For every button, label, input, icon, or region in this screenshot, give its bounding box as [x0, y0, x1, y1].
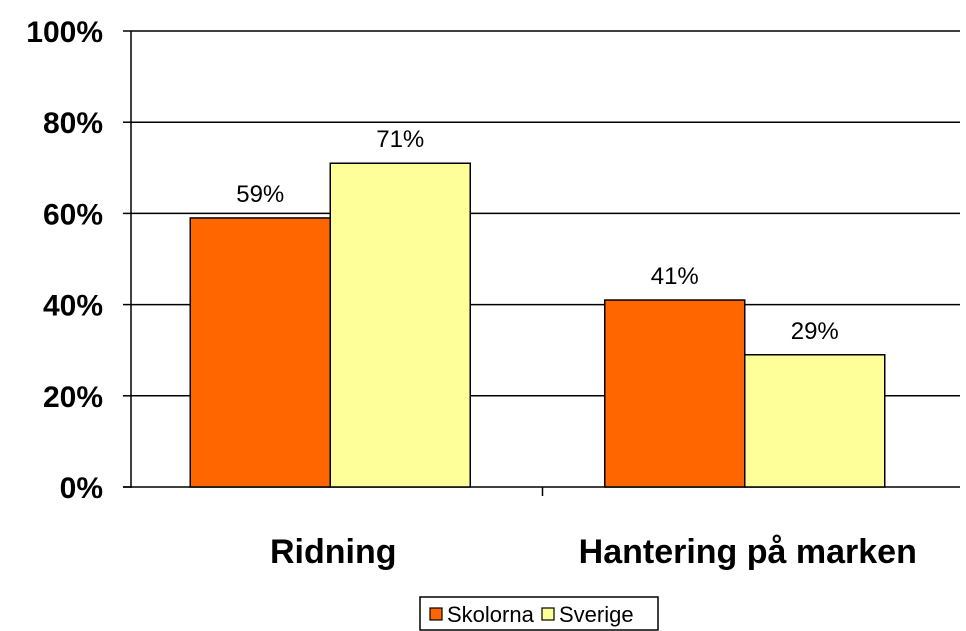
data-label: 29%: [791, 318, 839, 345]
legend-swatch: [541, 607, 555, 621]
y-tick-label: 100%: [26, 16, 103, 49]
legend: Skolorna Sverige: [419, 596, 659, 631]
y-tick-label: 60%: [43, 198, 103, 231]
bar-sverige: [329, 162, 471, 488]
bar-skolorna: [189, 217, 331, 488]
data-label: 41%: [651, 263, 699, 290]
data-label: 71%: [376, 126, 424, 153]
bar-sverige: [744, 354, 886, 488]
y-tick-label: 20%: [43, 381, 103, 414]
x-category-label: Hantering på marken: [579, 533, 917, 571]
y-tick-label: 0%: [60, 472, 103, 505]
legend-label: Sverige: [559, 602, 634, 627]
legend-swatch: [429, 607, 443, 621]
y-tick-label: 80%: [43, 107, 103, 140]
bar-skolorna: [604, 299, 746, 488]
legend-box: [419, 596, 659, 631]
data-label: 59%: [236, 181, 284, 208]
x-category-label: Ridning: [270, 533, 397, 571]
y-tick-label: 40%: [43, 290, 103, 323]
legend-label: Skolorna: [447, 602, 535, 627]
